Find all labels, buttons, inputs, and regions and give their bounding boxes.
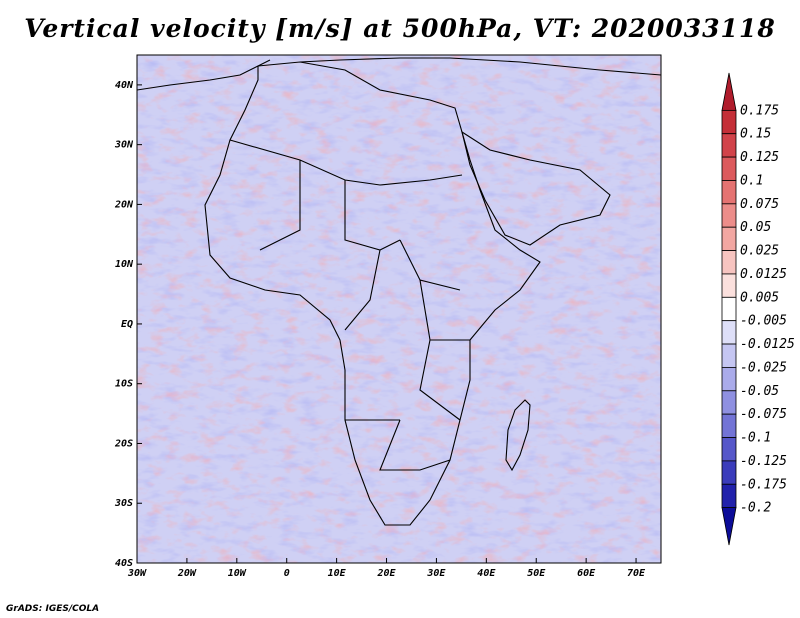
colorbar-label: 0.005 [740,290,779,305]
colorbar-label: 0.15 [740,127,771,142]
colorbar-segment [721,437,737,462]
colorbar-segment [721,483,737,509]
latitude-axis: 40N 30N 20N 10N EQ 10S 20S 30S 40S [114,80,142,569]
colorbar-label: -0.125 [740,454,787,469]
colorbar-segment [721,203,737,228]
colorbar-segment [721,72,737,111]
colorbar-segment [721,180,737,205]
colorbar-label: 0.125 [740,150,779,165]
lon-tick-label: 10W [228,568,247,579]
colorbar-label: -0.025 [740,360,787,375]
colorbar-segment [721,226,737,251]
vertical-velocity-field [137,55,661,563]
lon-tick-label: 50E [527,568,546,579]
colorbar: 0.175 0.15 0.125 0.1 0.075 0.05 0.025 0.0125 0.0… [721,72,795,546]
colorbar-label: 0.025 [740,244,779,259]
colorbar-label: 0.175 [740,103,779,118]
colorbar-segment [721,413,737,438]
colorbar-segment [721,367,737,392]
lon-tick-label: 20W [177,568,197,579]
longitude-axis: 30W 20W 10W 0 10E 20E 30E 40E 50E 60E 70E [127,558,646,579]
lat-tick-label: 10S [115,379,133,390]
lon-tick-label: 40E [477,568,496,579]
colorbar-segment [721,320,737,345]
colorbar-label: -0.075 [740,407,787,422]
lon-tick-label: 30W [127,568,147,579]
colorbar-label: 0.0125 [740,267,787,282]
colorbar-label: 0.1 [740,173,763,188]
lat-tick-label: 40S [115,558,133,569]
colorbar-segment [721,343,737,368]
lat-tick-label: 40N [115,80,134,91]
lon-tick-label: 10E [328,568,347,579]
colorbar-segment [721,390,737,415]
colorbar-label: 0.05 [740,220,771,235]
colorbar-label: -0.005 [740,314,787,329]
colorbar-segment [721,507,737,546]
colorbar-segment [721,133,737,158]
colorbar-label: -0.0125 [740,337,795,352]
colorbar-label: -0.175 [740,477,787,492]
coastlines [137,57,661,526]
colorbar-segment [721,250,737,275]
colorbar-segment [721,296,737,322]
lat-tick-label: 20S [114,438,133,449]
colorbar-label: -0.05 [740,384,779,399]
colorbar-segment [721,156,737,181]
lat-tick-label: 10N [115,259,134,270]
chart-title: Vertical velocity [m/s] at 500hPa, VT: 2… [24,14,776,43]
colorbar-segment [721,460,737,485]
colorbar-segment [721,109,737,135]
plot-frame [136,54,662,564]
lat-tick-label: 30N [114,140,134,151]
plot-area [136,54,662,564]
credit-text: GrADS: IGES/COLA [6,604,100,614]
lon-tick-label: 0 [284,568,290,579]
lat-tick-label: EQ [121,319,133,330]
colorbar-label: -0.2 [740,501,771,516]
lon-tick-label: 70E [627,568,646,579]
colorbar-label: -0.1 [740,431,771,446]
lon-tick-label: 30E [426,568,446,579]
colorbar-segment [721,273,737,298]
lon-tick-label: 60E [577,568,596,579]
lat-tick-label: 30S [114,498,133,509]
lon-tick-label: 20E [376,568,396,579]
lat-tick-label: 20N [114,199,134,210]
colorbar-label: 0.075 [740,197,779,212]
